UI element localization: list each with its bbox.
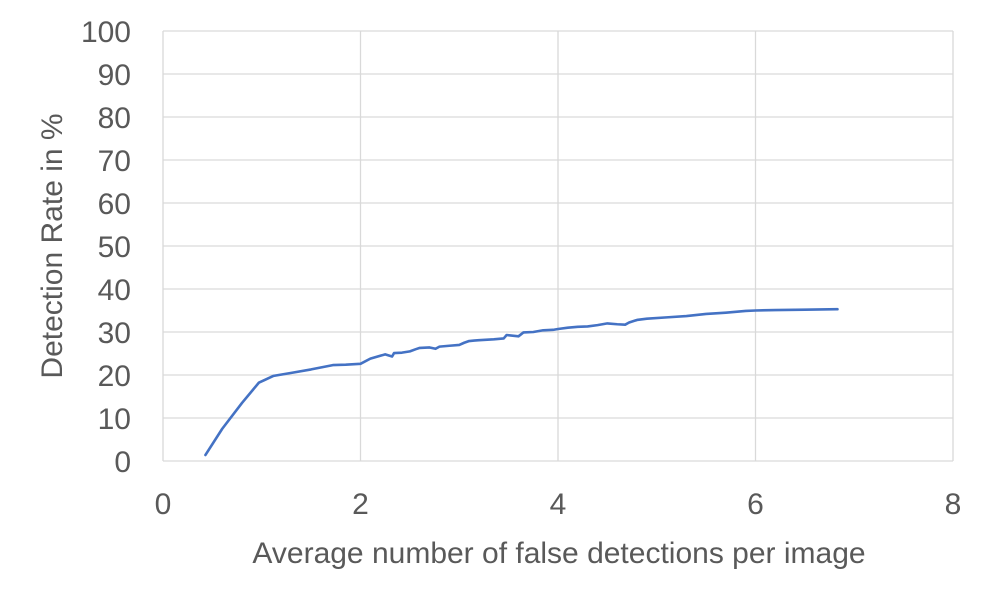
y-tick-labels: 0 10 20 30 40 50 60 70 80 90 100: [81, 16, 131, 479]
x-tick-label: 0: [155, 488, 172, 521]
x-tick-label: 8: [945, 488, 962, 521]
y-tick-label: 20: [98, 360, 131, 393]
x-tick-label: 4: [550, 488, 567, 521]
y-tick-label: 30: [98, 317, 131, 350]
y-tick-label: 10: [98, 403, 131, 436]
series-line-1: [204, 307, 839, 457]
y-tick-label: 60: [98, 188, 131, 221]
grid-layer: [162, 30, 954, 462]
x-tick-label: 6: [747, 488, 764, 521]
y-tick-label: 100: [81, 16, 131, 49]
y-tick-label: 90: [98, 59, 131, 92]
x-axis-title: Average number of false detections per i…: [252, 537, 865, 570]
series-layer: [204, 307, 839, 457]
y-tick-label: 40: [98, 274, 131, 307]
y-tick-label: 50: [98, 231, 131, 264]
y-axis-title: Detection Rate in %: [36, 113, 69, 378]
x-tick-label: 2: [352, 488, 369, 521]
y-tick-label: 0: [114, 446, 131, 479]
y-tick-label: 80: [98, 102, 131, 135]
y-tick-label: 70: [98, 145, 131, 178]
x-tick-labels: 0 2 4 6 8: [155, 488, 962, 521]
